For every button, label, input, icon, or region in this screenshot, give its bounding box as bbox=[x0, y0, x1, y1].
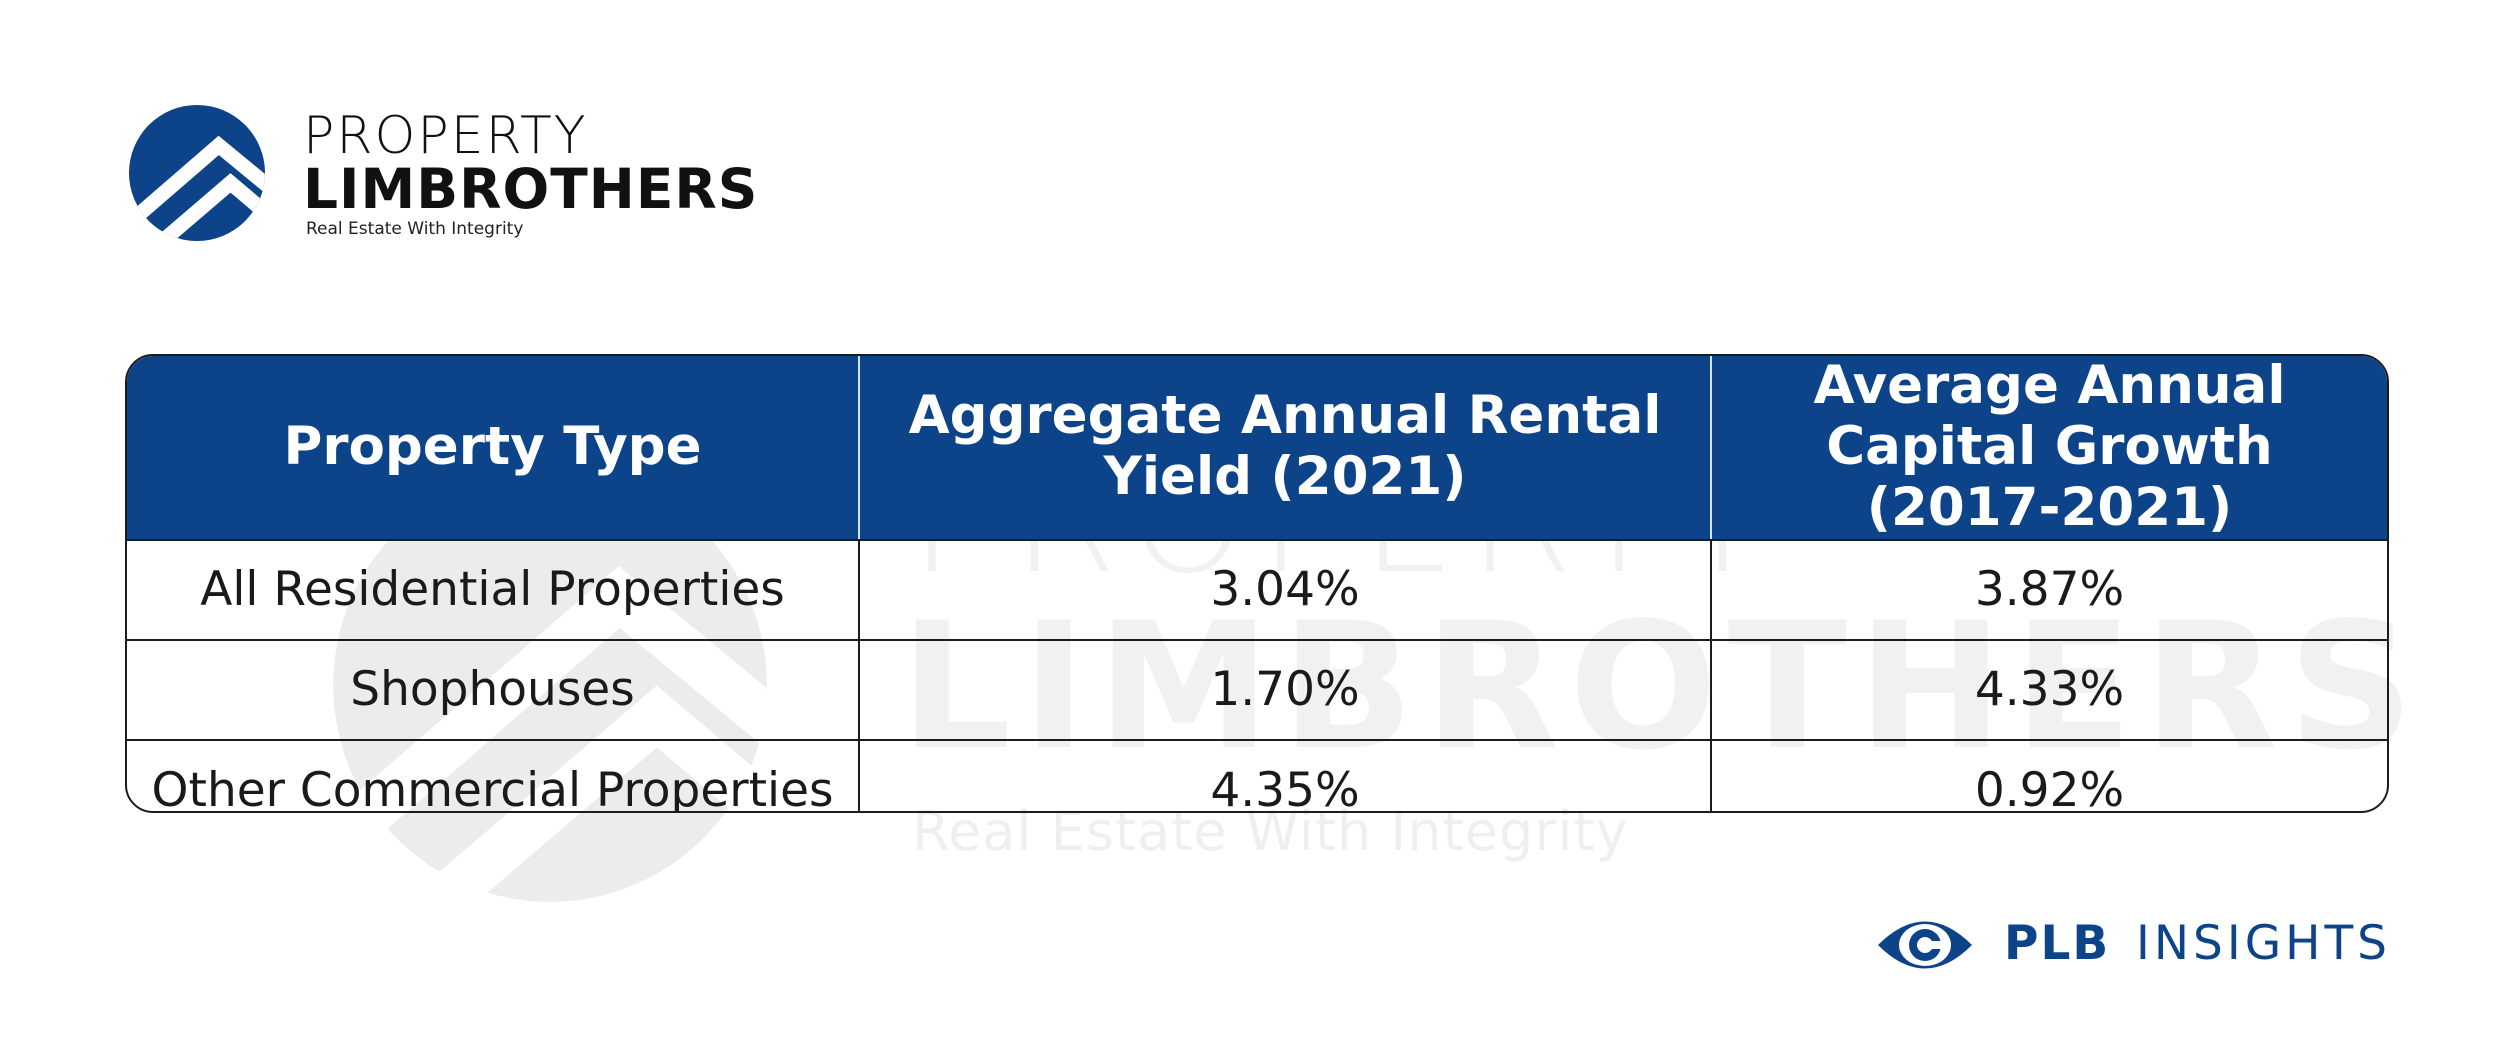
cell-capital-growth: 4.33% bbox=[1711, 639, 2387, 741]
cell-capital-growth: 3.87% bbox=[1711, 539, 2387, 641]
cell-property-type: All Residential Properties bbox=[127, 539, 860, 641]
table-header-row: Property Type Aggregate Annual Rental Yi… bbox=[127, 356, 2387, 541]
table-row: Shophouses 1.70% 4.33% bbox=[127, 639, 2387, 741]
header-capital-growth: Average Annual Capital Growth (2017-2021… bbox=[1711, 356, 2387, 541]
cell-capital-growth: 0.92% bbox=[1974, 762, 2125, 813]
cell-property-type: Shophouses bbox=[127, 639, 860, 741]
table-row: All Residential Properties 3.04% 3.87% bbox=[127, 539, 2387, 641]
eye-icon bbox=[1878, 921, 1972, 969]
plb-insights-badge: PLB INSIGHTS bbox=[1874, 912, 2394, 978]
house-roof-logo-icon bbox=[128, 104, 266, 242]
property-yield-table: Property Type Aggregate Annual Rental Yi… bbox=[125, 354, 2389, 813]
header-property-type: Property Type bbox=[127, 356, 860, 541]
cell-property-type: Other Commercial Properties bbox=[127, 739, 860, 811]
brand-logo: PROPERTY LIMBROTHERS Real Estate With In… bbox=[128, 104, 768, 244]
cell-rental-yield: 1.70% bbox=[859, 639, 1712, 741]
watermark-tagline: Real Estate With Integrity bbox=[912, 800, 1629, 863]
badge-bold-text: PLB bbox=[2004, 916, 2111, 971]
cell-rental-yield: 3.04% bbox=[859, 539, 1712, 641]
brand-name-line2: LIMBROTHERS bbox=[303, 157, 759, 221]
data-table: Property Type Aggregate Annual Rental Yi… bbox=[127, 356, 2387, 813]
cell-rental-yield: 4.35% bbox=[859, 739, 1712, 811]
table-row: Other Commercial Properties 4.35% 0.92% bbox=[127, 739, 2387, 813]
brand-tagline: Real Estate With Integrity bbox=[306, 219, 524, 239]
brand-name-line1: PROPERTY bbox=[303, 106, 588, 166]
badge-text: INSIGHTS bbox=[2136, 916, 2392, 971]
header-rental-yield: Aggregate Annual Rental Yield (2021) bbox=[859, 356, 1712, 541]
